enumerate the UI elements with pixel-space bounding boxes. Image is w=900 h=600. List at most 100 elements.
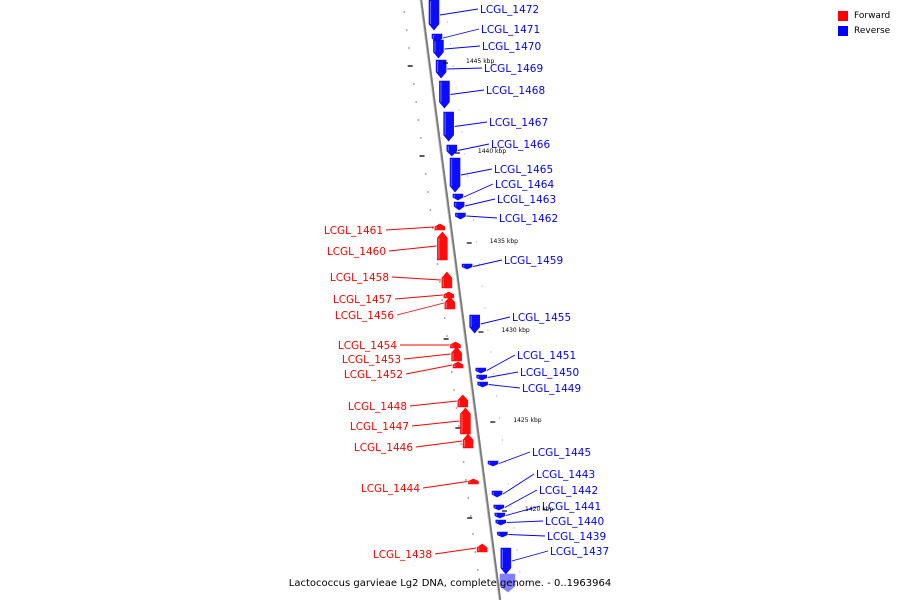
reverse-gene bbox=[446, 144, 458, 157]
reverse-leader-line bbox=[486, 354, 516, 371]
forward-gene-label: LCGL_1447 bbox=[350, 421, 409, 433]
reverse-leader-line bbox=[505, 505, 541, 516]
forward-swatch bbox=[838, 10, 848, 21]
reverse-gene bbox=[476, 374, 488, 381]
forward-gene-label: LCGL_1461 bbox=[324, 225, 383, 237]
forward-gene-label: LCGL_1458 bbox=[330, 272, 389, 284]
reverse-leader-line bbox=[480, 316, 511, 325]
reverse-leader-line bbox=[487, 371, 519, 378]
forward-leader-line bbox=[405, 364, 453, 375]
scale-label: 1430 kbp bbox=[501, 327, 529, 334]
reverse-gene-label: LCGL_1451 bbox=[517, 350, 576, 362]
reverse-gene-label: LCGL_1465 bbox=[494, 164, 553, 176]
reverse-gene-label: LCGL_1450 bbox=[520, 367, 579, 379]
reverse-gene-label: LCGL_1449 bbox=[522, 383, 581, 395]
reverse-gene bbox=[433, 39, 444, 59]
reverse-leader-line bbox=[506, 520, 544, 523]
reverse-gene-label: LCGL_1459 bbox=[504, 255, 563, 267]
reverse-gene-label: LCGL_1455 bbox=[512, 312, 571, 324]
reverse-gene-label: LCGL_1467 bbox=[489, 117, 548, 129]
reverse-swatch bbox=[838, 25, 848, 36]
reverse-leader-line bbox=[508, 534, 546, 537]
scale-labels: 1445 kbp 1440 kbp 1435 kbp 1430 kbp 1425 kbp… bbox=[443, 58, 553, 513]
reverse-leader-line bbox=[502, 473, 535, 495]
reverse-gene-label: LCGL_1440 bbox=[545, 516, 604, 528]
forward-gene bbox=[441, 271, 453, 289]
reverse-gene-label: LCGL_1469 bbox=[484, 63, 543, 75]
legend-reverse-label: Reverse bbox=[854, 25, 891, 36]
reverse-gene-label: LCGL_1463 bbox=[497, 194, 556, 206]
forward-leader-line bbox=[388, 245, 437, 252]
reverse-gene bbox=[435, 59, 447, 79]
reverse-gene bbox=[494, 512, 506, 519]
reverse-leader-line bbox=[450, 89, 485, 95]
legend-forward-label: Forward bbox=[854, 10, 891, 21]
forward-gene bbox=[434, 223, 446, 231]
forward-gene-label: LCGL_1446 bbox=[354, 442, 413, 454]
forward-gene bbox=[451, 346, 462, 362]
reverse-gene bbox=[449, 157, 461, 193]
gene-labels: LCGL_1472 LCGL_1471 LCGL_1470 LCGL_1469 LCGL… bbox=[324, 4, 609, 561]
forward-leader-line bbox=[422, 481, 468, 489]
reverse-leader-line bbox=[454, 121, 488, 127]
legend: Forward Reverse bbox=[838, 8, 890, 38]
reverse-leader-line bbox=[488, 384, 521, 389]
forward-gene bbox=[462, 433, 474, 449]
genome-axis bbox=[419, 0, 502, 600]
reverse-gene-label: LCGL_1445 bbox=[532, 447, 591, 459]
forward-gene-label: LCGL_1444 bbox=[361, 483, 420, 495]
partial-reverse-gene bbox=[499, 573, 516, 593]
forward-gene bbox=[437, 231, 448, 261]
reverse-gene-label: LCGL_1466 bbox=[491, 139, 550, 151]
reverse-gene bbox=[477, 381, 488, 388]
forward-leader-line bbox=[434, 547, 477, 555]
forward-gene-label: LCGL_1456 bbox=[335, 310, 394, 322]
forward-gene-label: LCGL_1452 bbox=[344, 369, 403, 381]
reverse-gene bbox=[493, 504, 505, 511]
reverse-gene bbox=[428, 0, 440, 31]
forward-leader-line bbox=[403, 353, 451, 360]
reverse-leader-line bbox=[447, 67, 483, 70]
scale-label: 1420 kbp bbox=[525, 506, 553, 513]
reverse-gene-label: LCGL_1472 bbox=[480, 4, 539, 16]
reverse-gene-label: LCGL_1443 bbox=[536, 469, 595, 481]
legend-forward: Forward bbox=[838, 8, 890, 23]
scale-label: 1435 kbp bbox=[490, 238, 518, 245]
reverse-leader-line bbox=[457, 143, 490, 151]
reverse-leader-line bbox=[463, 183, 494, 198]
forward-gene bbox=[444, 296, 456, 310]
reverse-leader-line bbox=[465, 198, 496, 207]
reverse-leader-line bbox=[472, 259, 503, 267]
scale-label: 1440 kbp bbox=[478, 148, 506, 155]
reverse-leader-line bbox=[444, 45, 481, 50]
forward-gene bbox=[450, 341, 461, 349]
reverse-gene-label: LCGL_1462 bbox=[499, 213, 558, 225]
reverse-leader-line bbox=[442, 28, 480, 39]
forward-gene bbox=[457, 394, 469, 408]
reverse-leader-line bbox=[504, 489, 538, 508]
reverse-leader-line bbox=[511, 550, 549, 562]
forward-gene-label: LCGL_1438 bbox=[373, 549, 432, 561]
forward-gene-label: LCGL_1448 bbox=[348, 401, 407, 413]
reverse-gene bbox=[455, 212, 466, 220]
reverse-gene-label: LCGL_1442 bbox=[539, 485, 598, 497]
forward-gene-label: LCGL_1457 bbox=[333, 294, 392, 306]
forward-leader-line bbox=[411, 420, 460, 427]
reverse-gene bbox=[475, 367, 487, 374]
reverse-leader-line bbox=[466, 215, 498, 219]
reverse-gene-label: LCGL_1464 bbox=[495, 179, 554, 191]
reverse-leader-line bbox=[498, 451, 531, 464]
reverse-gene bbox=[487, 460, 499, 467]
reverse-gene bbox=[495, 519, 507, 526]
reverse-gene bbox=[469, 314, 480, 334]
reverse-gene bbox=[452, 193, 464, 201]
reverse-gene bbox=[453, 201, 465, 211]
forward-leader-line bbox=[385, 226, 434, 231]
forward-gene-label: LCGL_1454 bbox=[338, 340, 397, 352]
forward-gene-label: LCGL_1460 bbox=[327, 246, 386, 258]
tick-marks bbox=[403, 11, 521, 573]
genome-axis-highlight bbox=[419, 0, 500, 600]
reverse-gene bbox=[497, 531, 508, 538]
forward-gene bbox=[476, 543, 488, 553]
